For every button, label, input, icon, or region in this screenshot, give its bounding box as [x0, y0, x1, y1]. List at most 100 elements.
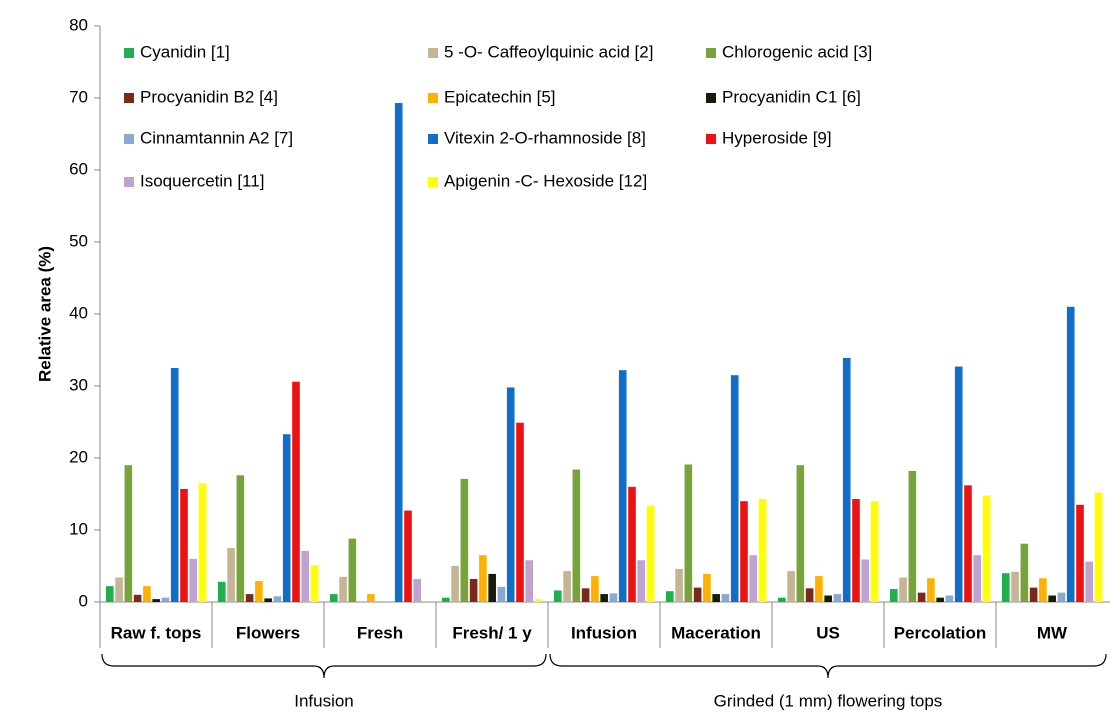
bar — [721, 594, 730, 602]
bar — [740, 501, 748, 602]
bar — [628, 486, 636, 602]
x-tick-label: Flowers — [236, 623, 300, 642]
bar — [451, 566, 459, 602]
bar — [712, 594, 720, 602]
bar — [143, 586, 151, 602]
bar — [572, 469, 581, 602]
bar — [890, 589, 898, 602]
bar — [684, 464, 693, 602]
legend-label: 5 -O- Caffeoylquinic acid [2] — [444, 42, 653, 61]
y-tick-label: 80 — [69, 15, 88, 34]
legend-label: Isoquercetin [11] — [140, 171, 264, 190]
y-tick-label: 20 — [69, 447, 88, 466]
legend-label: Apigenin -C- Hexoside [12] — [444, 171, 647, 190]
bar — [264, 598, 272, 602]
bar — [255, 581, 263, 602]
bar — [413, 578, 422, 602]
bar — [618, 370, 627, 602]
group-label: Grinded (1 mm) flowering tops — [714, 691, 943, 710]
legend-swatch — [124, 177, 134, 187]
legend-swatch — [124, 48, 134, 58]
bar — [1076, 504, 1084, 602]
legend-swatch — [124, 93, 134, 103]
legend-label: Procyanidin B2 [4] — [140, 87, 278, 106]
bar — [1057, 592, 1066, 602]
legend-swatch — [706, 93, 716, 103]
bar — [394, 103, 403, 602]
bar — [730, 375, 739, 602]
bar — [917, 592, 926, 602]
bar — [954, 366, 963, 602]
y-tick-label: 10 — [69, 519, 88, 538]
legend-swatch — [706, 48, 716, 58]
bar — [563, 571, 571, 602]
bar — [824, 595, 832, 602]
bar — [666, 591, 674, 602]
bar — [273, 596, 282, 602]
bar — [693, 587, 702, 602]
x-tick-label: Percolation — [894, 623, 987, 642]
bar — [637, 560, 646, 602]
legend-swatch — [428, 134, 438, 144]
x-tick-label: MW — [1037, 623, 1068, 642]
bar — [964, 485, 972, 602]
x-tick-label: Infusion — [571, 623, 637, 642]
bar — [758, 499, 767, 602]
bar — [927, 578, 935, 602]
bar — [310, 565, 319, 602]
bar — [936, 597, 944, 602]
bar — [516, 422, 524, 602]
bar — [646, 505, 655, 602]
bar — [488, 573, 496, 602]
bar — [133, 594, 142, 602]
bar — [581, 588, 590, 602]
bar — [339, 576, 347, 602]
bar — [1029, 587, 1038, 602]
bar — [534, 599, 543, 602]
bar — [1085, 561, 1094, 602]
legend-label: Hyperoside [9] — [722, 128, 832, 147]
bar — [1066, 306, 1075, 602]
x-tick-label: Maceration — [671, 623, 761, 642]
bar — [675, 568, 683, 602]
bar — [842, 357, 851, 602]
bar — [292, 381, 300, 602]
legend-label: Cyanidin [1] — [140, 42, 230, 61]
bar — [805, 588, 814, 602]
bar — [348, 538, 357, 602]
bar — [469, 578, 478, 602]
bar — [442, 597, 450, 602]
x-tick-label: US — [816, 623, 840, 642]
y-tick-label: 50 — [69, 231, 88, 250]
legend-swatch — [124, 134, 134, 144]
bar — [479, 555, 487, 602]
bar — [1094, 492, 1103, 602]
y-tick-label: 30 — [69, 375, 88, 394]
legend-swatch — [428, 93, 438, 103]
bar — [1020, 543, 1029, 602]
bar — [554, 590, 562, 602]
bar — [189, 558, 198, 602]
bar — [778, 597, 786, 602]
bar — [787, 571, 795, 602]
bar — [609, 593, 618, 602]
bar — [227, 548, 235, 602]
legend-swatch — [428, 48, 438, 58]
y-tick-label: 70 — [69, 87, 88, 106]
bar — [815, 576, 823, 602]
y-tick-label: 60 — [69, 159, 88, 178]
bar — [152, 599, 160, 602]
bar — [245, 594, 254, 602]
bar — [367, 594, 375, 602]
x-tick-label: Fresh/ 1 y — [452, 623, 532, 642]
bar — [525, 560, 534, 602]
bar — [198, 483, 207, 602]
group-label: Infusion — [294, 691, 354, 710]
bar — [796, 465, 805, 602]
bar — [236, 475, 245, 602]
x-tick-label: Fresh — [357, 623, 403, 642]
bar — [115, 577, 123, 602]
bar — [218, 581, 226, 602]
bar — [908, 470, 917, 602]
